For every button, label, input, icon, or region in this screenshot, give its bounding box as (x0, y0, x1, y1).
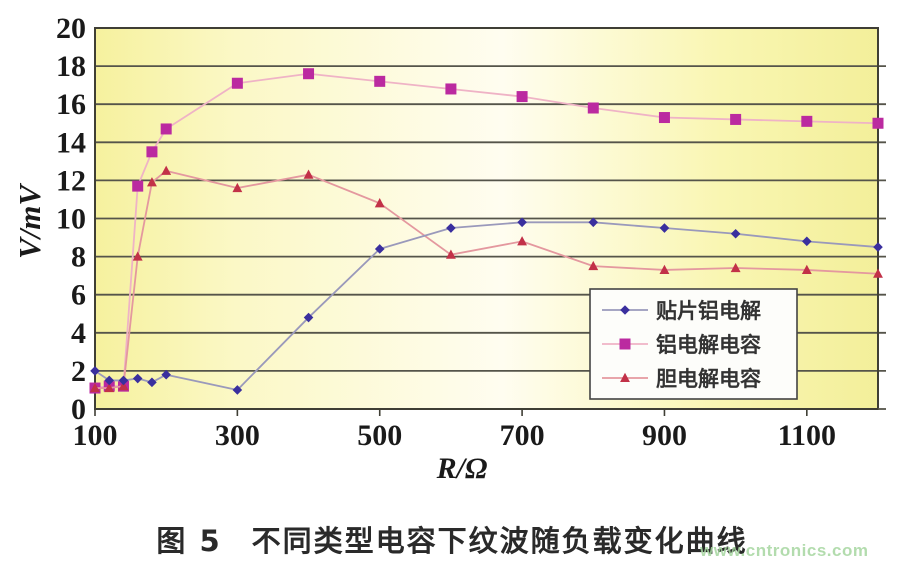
data-point (118, 375, 129, 386)
data-point (801, 264, 812, 274)
data-point (303, 68, 315, 80)
y-tick-label-14: 14 (56, 126, 86, 159)
data-point (873, 268, 883, 278)
data-point (873, 242, 883, 252)
series-胆电解电容 (90, 165, 883, 393)
data-point (517, 236, 528, 246)
series-贴片铝电解 (90, 217, 883, 395)
data-point (132, 251, 143, 261)
data-point (374, 75, 386, 87)
y-tick-label-2: 2 (71, 355, 86, 388)
y-tick-label-18: 18 (56, 50, 86, 83)
data-point (118, 380, 129, 391)
chart-canvas: 0 2 4 6 8 10 12 14 16 18 20 100 300 500 700 900 1100 V/mV… (12, 12, 886, 485)
data-point (232, 182, 243, 193)
data-point (104, 382, 115, 393)
data-point (161, 165, 172, 175)
data-point (303, 169, 314, 179)
x-tick-label-1100: 1100 (778, 419, 836, 452)
figure-caption: 图 5 不同类型电容下纹波随负载变化曲线 (0, 518, 904, 560)
data-point (801, 115, 813, 127)
data-point (160, 123, 172, 135)
y-tick-label-0: 0 (71, 393, 86, 426)
data-point (147, 177, 157, 187)
data-point (659, 264, 670, 274)
legend-item-贴片铝电解: 贴片铝电解 (602, 299, 761, 323)
y-tick-label-20: 20 (56, 12, 86, 45)
y-tick-label-10: 10 (56, 203, 86, 236)
y-tick-label-6: 6 (71, 279, 86, 312)
data-point (588, 260, 599, 271)
x-tick-label-100: 100 (73, 419, 118, 452)
data-point (303, 312, 314, 323)
data-point (802, 236, 812, 247)
y-axis-title: V/mV (12, 183, 47, 259)
series-line (94, 72, 879, 389)
data-point (132, 180, 144, 192)
data-point (374, 198, 385, 208)
figure-caption-text: 不同类型电容下纹波随负载变化曲线 (251, 524, 748, 558)
y-axis-labels: 0 2 4 6 8 10 12 14 16 18 20 (56, 12, 86, 426)
data-point (517, 217, 527, 228)
x-tick-label-500: 500 (357, 419, 402, 452)
y-tick-label-4: 4 (71, 317, 86, 350)
data-point (516, 91, 528, 103)
ripple-vs-load-line-chart: 0 2 4 6 8 10 12 14 16 18 20 100 300 500 700 900 1100 V/mV… (12, 12, 886, 485)
legend-marker (619, 338, 631, 350)
data-point (730, 262, 741, 273)
watermark-text: www.cntronics.com (700, 541, 869, 560)
series-line (94, 221, 879, 391)
x-axis-labels: 100 300 500 700 900 1100 (73, 419, 836, 452)
data-point (104, 375, 115, 386)
data-point (587, 102, 599, 114)
figure-caption-number: 图 5 (156, 524, 222, 558)
data-point (374, 244, 385, 254)
data-point (659, 223, 670, 233)
data-point (90, 382, 100, 393)
y-tick-label-8: 8 (71, 241, 86, 274)
x-ticks (94, 409, 808, 416)
data-point (231, 77, 243, 89)
data-point (445, 249, 456, 259)
data-point (730, 228, 741, 239)
plot-border (94, 27, 879, 410)
y-tick-label-12: 12 (56, 164, 86, 197)
data-point (872, 117, 884, 129)
data-point (147, 377, 157, 388)
data-point (161, 369, 171, 380)
data-point (658, 112, 670, 124)
x-tick-label-700: 700 (500, 419, 545, 452)
legend-marker (620, 305, 630, 315)
data-point (90, 366, 100, 376)
y-tick-label-16: 16 (56, 88, 86, 121)
data-point (232, 385, 243, 395)
legend-item-铝电解电容: 铝电解电容 (602, 333, 761, 357)
legend-label: 贴片铝电解 (656, 299, 761, 323)
data-point (445, 83, 457, 95)
x-tick-label-900: 900 (642, 419, 687, 452)
gridlines (95, 65, 886, 372)
legend-label: 铝电解电容 (656, 333, 761, 357)
legend-marker (620, 372, 630, 383)
data-point (132, 373, 143, 384)
data-point (588, 217, 599, 228)
x-tick-label-300: 300 (215, 419, 260, 452)
data-point (146, 146, 158, 158)
data-point (446, 223, 456, 233)
series-line (95, 169, 879, 389)
legend-item-胆电解电容: 胆电解电容 (602, 367, 761, 391)
legend-label: 胆电解电容 (656, 367, 761, 391)
x-axis-title: R/Ω (436, 452, 488, 485)
data-point (730, 113, 742, 125)
